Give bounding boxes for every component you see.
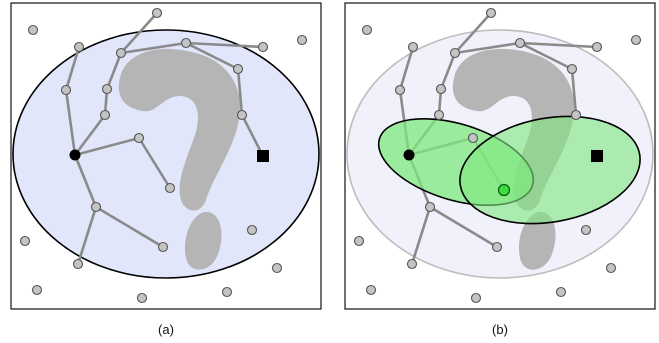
tree-edge: [64, 88, 77, 157]
tree-edge: [184, 41, 240, 71]
tree-edge: [518, 41, 599, 49]
midpoint-node: [497, 183, 511, 197]
tree-edge: [119, 11, 159, 55]
tree-edge: [236, 67, 244, 117]
obstacle-blob: [518, 211, 556, 270]
sample-point: [365, 284, 377, 296]
subset-ellipse-right: [459, 115, 641, 225]
tree-node: [236, 109, 248, 121]
tree-edge: [240, 113, 265, 158]
start-node: [69, 149, 81, 161]
tree-edge: [94, 205, 165, 249]
tree-nodes: [394, 7, 603, 270]
sample-point: [271, 262, 283, 274]
caption-b: (b): [492, 322, 508, 337]
tree-edge: [184, 41, 265, 49]
obstacle-blob: [184, 211, 222, 270]
tree-edges: [64, 11, 265, 266]
caption-a: (a): [158, 322, 174, 337]
sample-point: [136, 292, 148, 304]
panel-b-frame: [344, 2, 656, 310]
tree-node: [591, 41, 603, 53]
tree-edge: [64, 45, 81, 92]
tree-node: [60, 84, 72, 96]
green-subset-regions: [377, 115, 641, 225]
tree-edge: [105, 51, 123, 91]
sample-point: [630, 34, 642, 46]
tree-node: [257, 41, 269, 53]
sample-point: [555, 286, 567, 298]
tree-node: [514, 37, 526, 49]
tree-node: [570, 109, 582, 121]
tree-node: [566, 63, 578, 75]
sample-point: [31, 284, 43, 296]
tree-nodes: [60, 7, 269, 270]
tree-node: [406, 258, 418, 270]
sample-point: [19, 235, 31, 247]
tree-node: [151, 7, 163, 19]
tree-edge: [570, 67, 578, 117]
goal-node: [591, 150, 603, 162]
tree-edge: [453, 41, 522, 55]
panel-a: (a): [10, 2, 322, 337]
tree-node: [90, 201, 102, 213]
tree-edge: [73, 113, 107, 157]
tree-edge: [73, 136, 141, 157]
tree-edge: [439, 51, 457, 91]
tree-node: [157, 241, 169, 253]
sample-points: [19, 24, 308, 304]
tree-node: [73, 41, 85, 53]
tree-node: [407, 41, 419, 53]
tree-edge: [428, 205, 499, 249]
obstacle-hook: [118, 48, 241, 211]
tree-node: [435, 83, 447, 95]
tree-node: [467, 132, 479, 144]
tree-edge: [73, 153, 98, 209]
goal-node: [257, 150, 269, 162]
tree-node: [99, 109, 111, 121]
tree-node: [133, 132, 145, 144]
sample-point: [361, 24, 373, 36]
sample-point: [470, 292, 482, 304]
sample-point: [27, 24, 39, 36]
tree-node: [115, 47, 127, 59]
tree-node: [485, 7, 497, 19]
tree-node: [164, 182, 176, 194]
start-node: [403, 149, 415, 161]
tree-node: [424, 201, 436, 213]
obstacle: [118, 48, 241, 270]
tree-node: [232, 63, 244, 75]
sample-point: [353, 235, 365, 247]
sample-point: [605, 262, 617, 274]
sample-point: [221, 286, 233, 298]
tree-node: [394, 84, 406, 96]
tree-edge: [119, 41, 188, 55]
tree-edge: [518, 41, 574, 71]
tree-edge: [137, 136, 172, 190]
tree-edge: [76, 205, 98, 266]
tree-node: [180, 37, 192, 49]
tree-node: [72, 258, 84, 270]
tree-node: [491, 241, 503, 253]
tree-edge: [398, 45, 415, 92]
sample-point: [246, 224, 258, 236]
tree-edge: [410, 205, 432, 266]
tree-node: [101, 83, 113, 95]
panel-b: (b): [344, 2, 656, 337]
panel-a-frame: [10, 2, 322, 310]
sample-point: [296, 34, 308, 46]
informed-ellipse: [12, 29, 320, 279]
tree-node: [433, 109, 445, 121]
tree-node: [449, 47, 461, 59]
tree-edge: [453, 11, 493, 55]
sample-point: [580, 224, 592, 236]
sample-points: [353, 24, 642, 304]
